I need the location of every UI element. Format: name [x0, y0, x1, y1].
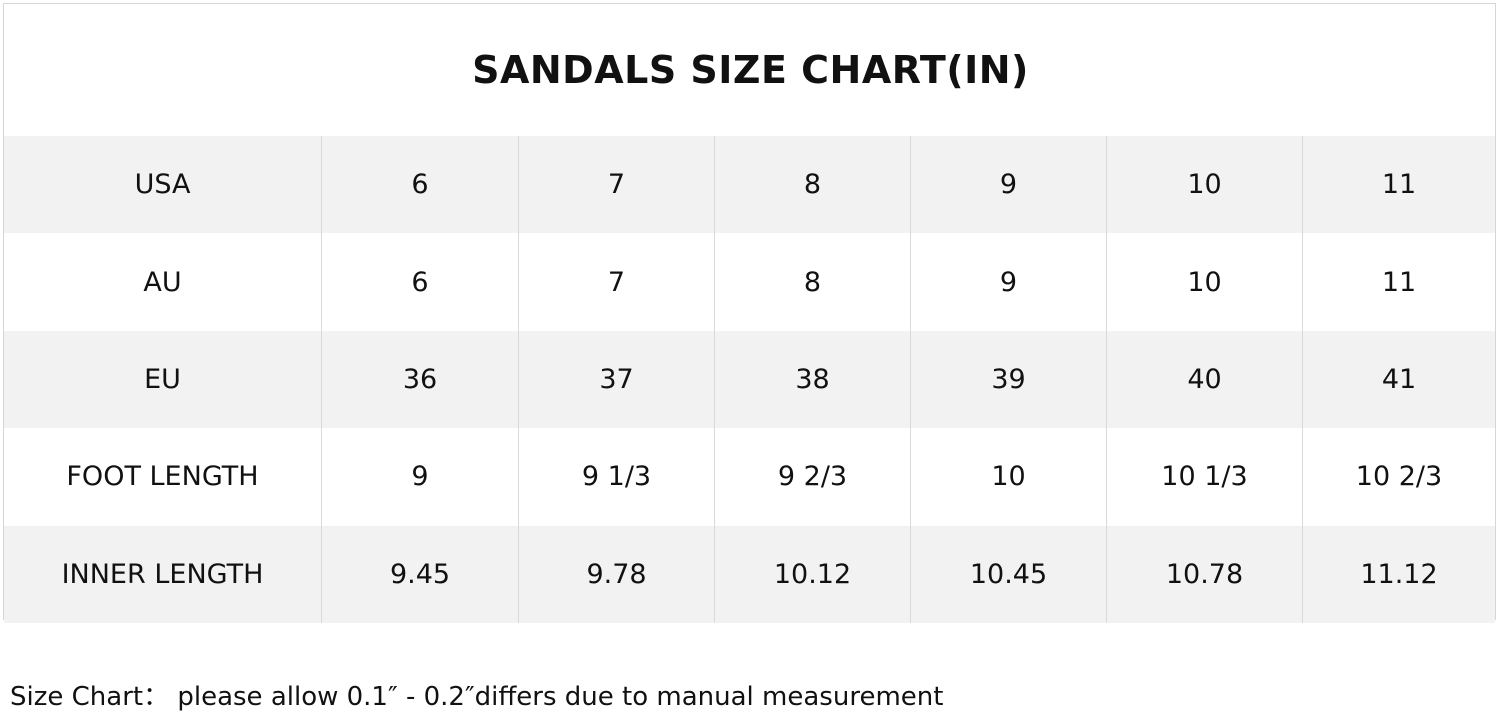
table-cell: 9 2/3 — [714, 428, 910, 526]
table-cell: 8 — [714, 136, 910, 234]
table-row: EU 36 37 38 39 40 41 — [4, 330, 1495, 429]
table-cell: 38 — [714, 330, 910, 429]
table-cell: 10.45 — [910, 525, 1106, 623]
table-row: USA 6 7 8 9 10 11 — [4, 136, 1495, 234]
footer-note: Size Chart： please allow 0.1″ - 0.2″diff… — [10, 682, 944, 712]
table-cell: 9 — [321, 428, 518, 526]
row-header: USA — [134, 169, 191, 201]
table-cell: 7 — [518, 233, 714, 331]
table-row: INNER LENGTH 9.45 9.78 10.12 10.45 10.78 11.12 — [4, 525, 1495, 623]
table-cell: 9 — [910, 136, 1106, 234]
table-cell: 9.78 — [518, 525, 714, 623]
table-cell: 10 — [1106, 136, 1302, 234]
table-cell: 9.45 — [321, 525, 518, 623]
table-row: FOOT LENGTH 9 9 1/3 9 2/3 10 10 1/3 10 2/3 — [4, 428, 1495, 526]
table-cell: 9 1/3 — [518, 428, 714, 526]
table-cell: 8 — [714, 233, 910, 331]
table-cell: 11 — [1302, 233, 1495, 331]
size-table: SANDALS SIZE CHART(IN) USA 6 7 8 9 10 11 AU 6 7 8 9… — [3, 3, 1496, 623]
table-cell: 40 — [1106, 330, 1302, 429]
table-cell: 10.78 — [1106, 525, 1302, 623]
table-title: SANDALS SIZE CHART(IN) — [472, 48, 1029, 92]
table-cell: 10 — [910, 428, 1106, 526]
table-cell: 10.12 — [714, 525, 910, 623]
table-cell: 9 — [910, 233, 1106, 331]
table-cell: 39 — [910, 330, 1106, 429]
table-cell: 41 — [1302, 330, 1495, 429]
row-header: EU — [144, 363, 181, 395]
table-cell: 10 — [1106, 233, 1302, 331]
table-cell: 11 — [1302, 136, 1495, 234]
table-cell: 7 — [518, 136, 714, 234]
table-cell: 10 2/3 — [1302, 428, 1495, 526]
row-header: FOOT LENGTH — [66, 461, 259, 493]
row-header: INNER LENGTH — [61, 558, 264, 590]
table-cell: 6 — [321, 136, 518, 234]
table-cell: 11.12 — [1302, 525, 1495, 623]
table-cell: 37 — [518, 330, 714, 429]
table-cell: 36 — [321, 330, 518, 429]
row-header: AU — [143, 266, 182, 298]
table-cell: 10 1/3 — [1106, 428, 1302, 526]
table-row: AU 6 7 8 9 10 11 — [4, 233, 1495, 331]
table-cell: 6 — [321, 233, 518, 331]
